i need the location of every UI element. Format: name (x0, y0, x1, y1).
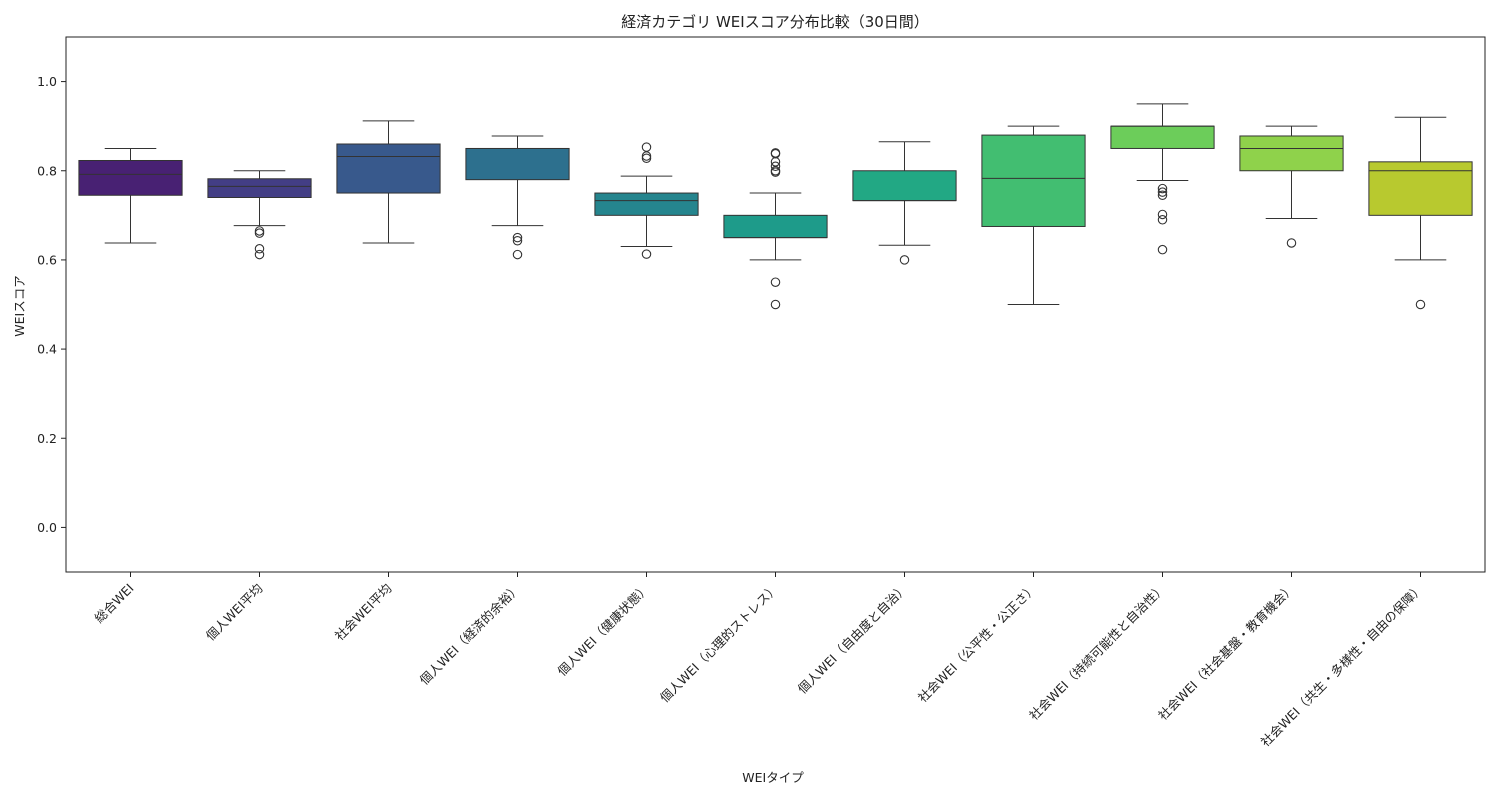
box-group (336, 120, 441, 244)
outlier-point (512, 232, 523, 243)
outlier-point (770, 167, 781, 177)
box-group (981, 125, 1086, 305)
y-tick-label: 1.0 (37, 74, 57, 89)
x-tick-label: 社会WEI（公平性・公正さ） (915, 581, 1040, 706)
x-tick-label: 個人WEI（心理的ストレス） (657, 581, 782, 706)
outlier-point (1157, 244, 1168, 255)
plot-area (65, 36, 1486, 573)
y-tick-label: 0.0 (37, 520, 57, 535)
y-axis: 0.0 0.2 0.4 0.6 0.8 1.0 (37, 74, 66, 535)
outlier-point (1286, 238, 1297, 248)
box-iqr (465, 147, 570, 181)
x-tick-label: 社会WEI（持続可能性と自治性） (1026, 581, 1168, 723)
outlier-point (641, 151, 652, 161)
y-tick-label: 0.8 (37, 163, 57, 178)
x-tick-label: 個人WEI（健康状態） (554, 581, 652, 679)
outlier-point (254, 228, 265, 238)
x-tick-label: 総合WEI (91, 581, 136, 626)
y-tick-label: 0.4 (37, 342, 57, 357)
x-tick-label: 社会WEI（社会基盤・教育機会） (1155, 581, 1297, 723)
box-group (852, 141, 957, 265)
outlier-point (512, 235, 523, 246)
outlier-point (1157, 187, 1168, 197)
box-group (1110, 103, 1215, 255)
outlier-point (1415, 299, 1426, 310)
outlier-point (254, 226, 265, 236)
outlier-point (641, 249, 652, 259)
x-tick-label: 社会WEI（共生・多様性・自由の保障） (1258, 581, 1427, 750)
box-group (594, 142, 699, 259)
outlier-point (254, 244, 265, 254)
x-axis: 総合WEI 個人WEI平均 社会WEI平均 個人WEI（経済的余裕） 個人WEI（健康状… (91, 572, 1427, 750)
outlier-point (1157, 183, 1168, 194)
outlier-point (1157, 209, 1168, 220)
outlier-point (1157, 215, 1168, 225)
box-iqr (981, 134, 1086, 227)
x-tick-label: 社会WEI平均 (332, 581, 395, 644)
outlier-point (641, 153, 652, 164)
box-group (1368, 116, 1473, 310)
x-tick-label: 個人WEI（自由度と自治） (795, 581, 911, 697)
box-group (723, 148, 828, 310)
box-group (465, 135, 570, 260)
y-tick-label: 0.2 (37, 431, 57, 446)
outlier-point (770, 277, 781, 287)
y-tick-label: 0.6 (37, 252, 57, 267)
box-layer (78, 103, 1473, 310)
box-iqr (207, 178, 312, 198)
box-iqr (336, 143, 441, 194)
box-group (78, 147, 183, 244)
y-axis-label: WEIスコア (12, 275, 27, 336)
outlier-point (512, 249, 523, 260)
x-tick-label: 個人WEI平均 (203, 581, 266, 644)
x-axis-label: WEIタイプ (742, 770, 804, 785)
outlier-point (899, 255, 910, 265)
box-iqr (1368, 161, 1473, 216)
box-iqr (594, 192, 699, 216)
chart-title: 経済カテゴリ WEIスコア分布比較（30日間） (621, 13, 929, 31)
box-iqr (723, 214, 828, 239)
outlier-point (770, 299, 781, 310)
box-group (207, 170, 312, 260)
outlier-point (1157, 190, 1168, 201)
box-iqr (1110, 125, 1215, 149)
outlier-point (254, 249, 265, 260)
box-iqr (1239, 135, 1344, 172)
box-group (1239, 125, 1344, 248)
box-iqr (852, 170, 957, 202)
box-iqr (78, 159, 183, 196)
outlier-point (770, 161, 781, 172)
x-tick-label: 個人WEI（経済的余裕） (417, 581, 524, 688)
